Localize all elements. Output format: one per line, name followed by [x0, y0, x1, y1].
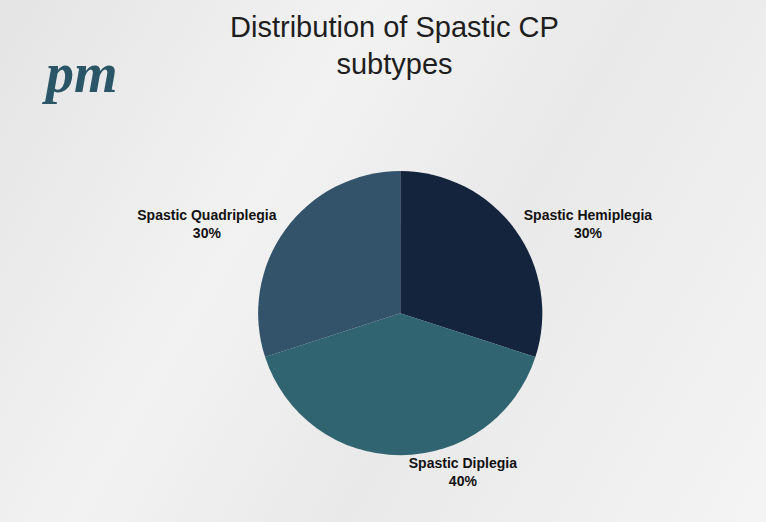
- svg-text:Spastic Quadriplegia30%: Spastic Quadriplegia30%: [137, 207, 276, 241]
- svg-text:Spastic Hemiplegia30%: Spastic Hemiplegia30%: [524, 207, 653, 241]
- svg-text:Spastic Diplegia40%: Spastic Diplegia40%: [409, 455, 517, 489]
- svg-text:pm: pm: [42, 42, 118, 104]
- svg-text:Distribution of Spastic CPsubt: Distribution of Spastic CPsubtypes: [230, 11, 559, 81]
